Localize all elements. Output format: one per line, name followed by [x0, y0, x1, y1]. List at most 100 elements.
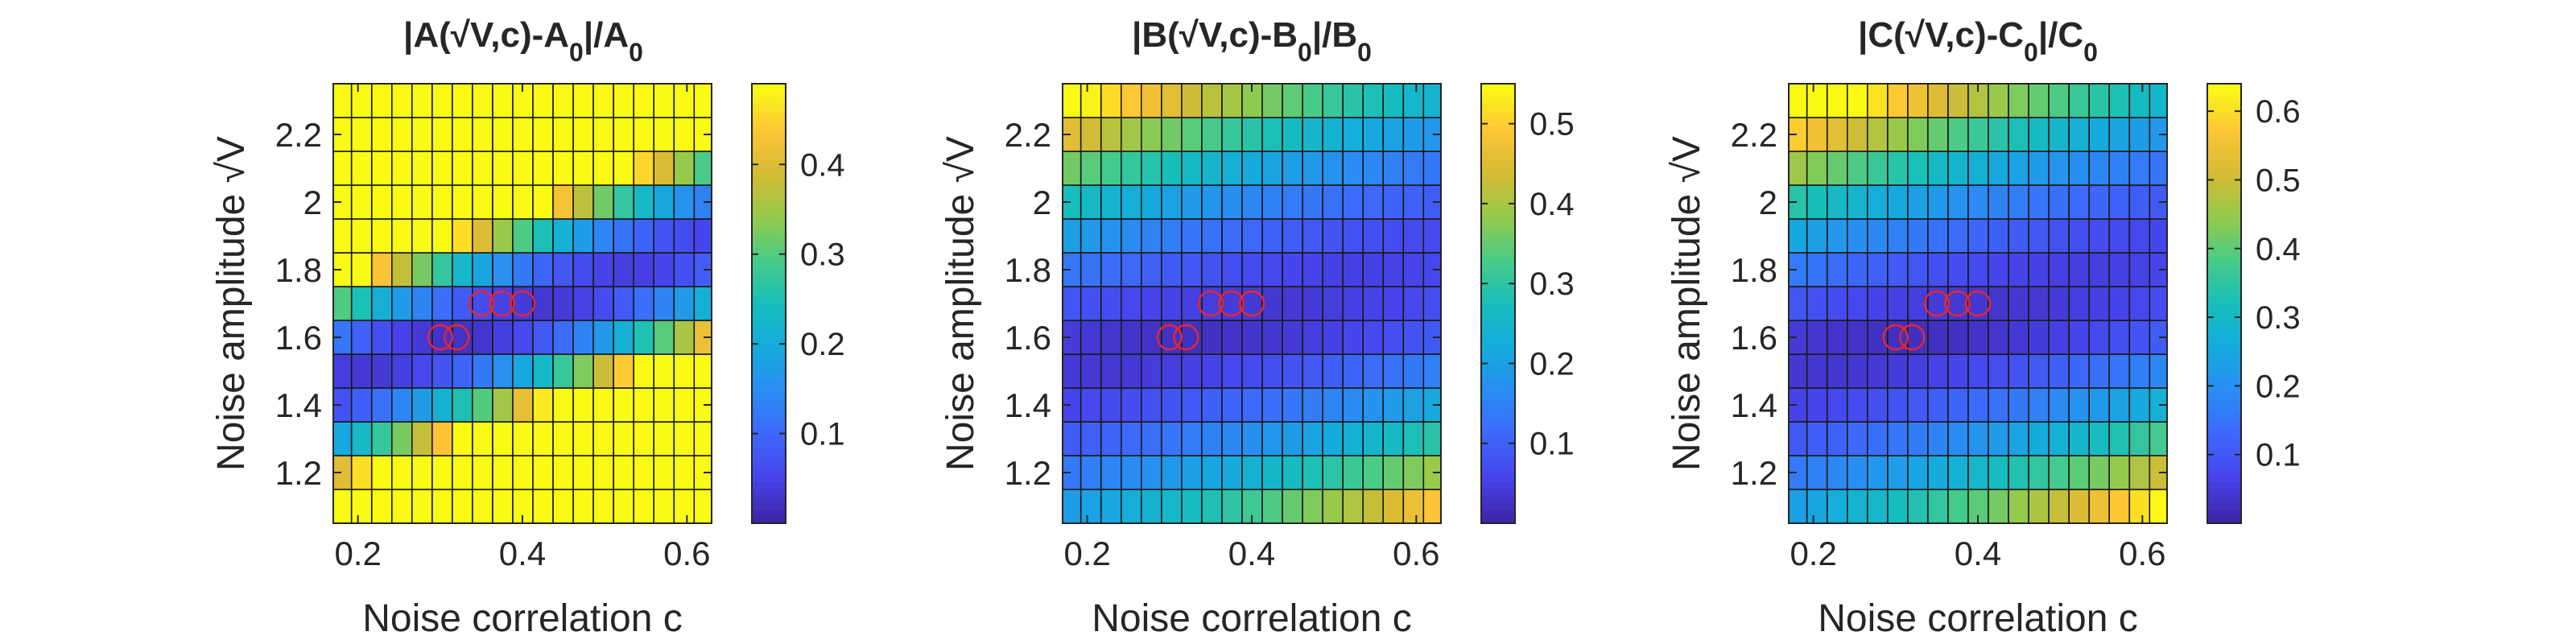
colorbar-segment [1481, 440, 1515, 448]
heatmap-cell [1827, 252, 1848, 287]
colorbar-segment [2207, 214, 2241, 222]
colorbar-segment [1481, 166, 1515, 174]
x-tick-label: 0.6 [663, 535, 710, 572]
heatmap-cell [1988, 83, 2009, 118]
heatmap-cell [633, 353, 655, 389]
heatmap-cell [1847, 421, 1868, 456]
heatmap-cell [472, 320, 493, 355]
heatmap-cell [633, 455, 655, 490]
heatmap-cell [1947, 353, 1969, 389]
heatmap-cell [431, 218, 453, 254]
heatmap-cell [2028, 455, 2050, 490]
heatmap-cell [370, 184, 393, 220]
colorbar-segment [2207, 138, 2241, 147]
heatmap-cell [532, 489, 554, 524]
panel-a-y-ticks: 1.2 1.4 1.6 1.8 2 2.2 [275, 116, 712, 492]
heatmap-cell [1887, 218, 1909, 254]
colorbar-segment [1481, 242, 1515, 250]
heatmap-cell [633, 320, 655, 355]
heatmap-cell [1967, 387, 1989, 423]
heatmap-cell [592, 83, 614, 118]
y-tick-label: 1.6 [1005, 319, 1051, 357]
heatmap-cell [1927, 455, 1949, 490]
heatmap-cell [2028, 387, 2050, 423]
colorbar-segment [752, 461, 786, 469]
heatmap-cell [1201, 252, 1223, 287]
heatmap-cell [512, 320, 534, 355]
heatmap-cell [1161, 83, 1183, 118]
heatmap-cell [592, 387, 614, 423]
panel-c-x-label: Noise correlation c [1818, 597, 2138, 640]
colorbar-segment [1481, 481, 1515, 489]
heatmap-cell [350, 218, 373, 254]
heatmap-cell [1302, 151, 1323, 186]
heatmap-cell [390, 421, 413, 456]
heatmap-cell [552, 184, 574, 220]
heatmap-cell [2068, 489, 2090, 524]
heatmap-cell [1100, 184, 1122, 220]
colorbar-segment [2207, 475, 2241, 483]
heatmap-cell [411, 252, 433, 287]
heatmap-cell [1100, 455, 1122, 490]
colorbar-segment [1481, 468, 1515, 476]
heatmap-cell [2088, 117, 2110, 152]
y-tick-label: 2 [1033, 184, 1051, 221]
heatmap-cell [1201, 117, 1223, 152]
heatmap-cell [370, 489, 393, 524]
colorbar-segment [752, 351, 786, 359]
heatmap-cell [1201, 489, 1223, 524]
heatmap-cell [1302, 320, 1323, 355]
heatmap-cell [512, 455, 534, 490]
heatmap-cell [552, 252, 574, 287]
colorbar-segment [1481, 495, 1515, 504]
heatmap-cell [1342, 151, 1364, 186]
heatmap-cell [653, 151, 675, 186]
heatmap-cell [633, 252, 655, 287]
heatmap-cell [370, 218, 393, 254]
heatmap-cell [1141, 117, 1162, 152]
heatmap-cell [552, 387, 574, 423]
heatmap-cell [472, 489, 493, 524]
heatmap-cell [2068, 218, 2090, 254]
heatmap-cell [1261, 421, 1283, 456]
heatmap-cell [1062, 218, 1082, 254]
heatmap-cell [1080, 252, 1102, 287]
heatmap-cell [1827, 151, 1848, 186]
heatmap-cell [653, 455, 675, 490]
heatmap-cell [552, 286, 574, 321]
heatmap-cell [2048, 320, 2070, 355]
colorbar-segment [1481, 475, 1515, 483]
heatmap-cell [1907, 151, 1929, 186]
colorbar-segment [752, 413, 786, 421]
heatmap-cell [1947, 83, 1969, 118]
colorbar-segment [752, 221, 786, 229]
colorbar-segment [752, 378, 786, 386]
heatmap-cell [1887, 286, 1909, 321]
colorbar-segment [1481, 262, 1515, 270]
heatmap-cell [592, 421, 614, 456]
heatmap-cell [1806, 184, 1828, 220]
heatmap-cell [2088, 455, 2110, 490]
heatmap-cell [1907, 218, 1929, 254]
colorbar-segment [1481, 152, 1515, 160]
panel-a-x-label: Noise correlation c [362, 597, 683, 640]
colorbar-segment [1481, 406, 1515, 415]
heatmap-cell [2088, 421, 2110, 456]
heatmap-cell [2128, 489, 2151, 524]
heatmap-cell [370, 83, 393, 118]
heatmap-cell [1261, 489, 1283, 524]
colorbar-segment [752, 152, 786, 160]
heatmap-cell [1181, 252, 1203, 287]
y-tick-label: 1.2 [1731, 454, 1777, 492]
heatmap-cell [1382, 218, 1404, 254]
heatmap-cell [1887, 489, 1909, 524]
heatmap-cell [1261, 387, 1283, 423]
heatmap-cell [552, 489, 574, 524]
heatmap-cell [492, 455, 514, 490]
colorbar-segment [2207, 228, 2241, 236]
heatmap-cell [2088, 286, 2110, 321]
heatmap-cell [592, 218, 614, 254]
heatmap-cell [2068, 387, 2090, 423]
heatmap-cell [370, 252, 393, 287]
heatmap-cell [1302, 83, 1323, 118]
